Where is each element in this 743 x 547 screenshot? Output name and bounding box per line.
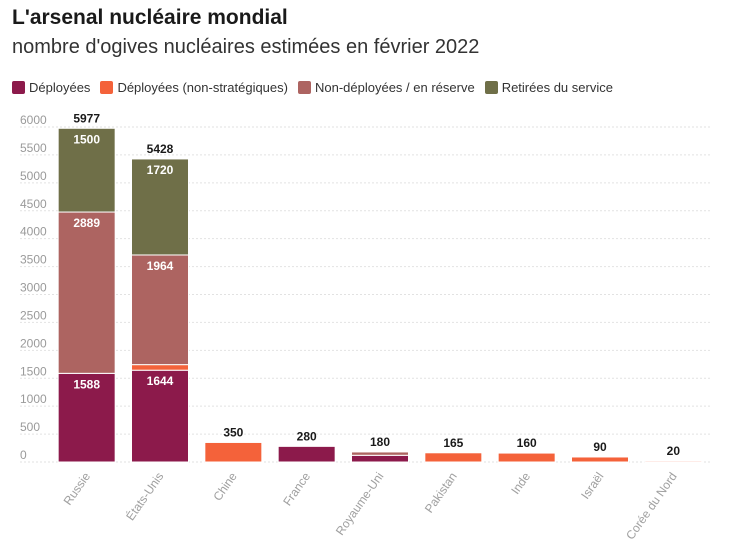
bar-segment	[204, 441, 263, 463]
legend-item-deployed-nonstrategic: Déployées (non-stratégiques)	[100, 80, 288, 95]
category-label: États-Unis	[122, 469, 166, 523]
y-tick-label: 3500	[20, 253, 47, 267]
y-tick-label: 6000	[20, 113, 47, 127]
category-label: Russie	[61, 469, 94, 507]
total-label: 160	[517, 436, 537, 450]
y-tick-label: 3000	[20, 281, 47, 295]
y-tick-label: 2500	[20, 308, 47, 322]
legend-label-deployed-nonstrategic: Déployées (non-stratégiques)	[117, 80, 288, 95]
legend-item-deployed: Déployées	[12, 80, 90, 95]
y-tick-label: 1500	[20, 364, 47, 378]
category-label: Corée du Nord	[623, 470, 680, 543]
y-tick-label: 5500	[20, 141, 47, 155]
legend-label-retired: Retirées du service	[501, 80, 613, 95]
legend-swatch-deployed	[12, 81, 25, 94]
segment-label: 1644	[147, 374, 174, 388]
segment-label: 1964	[147, 259, 174, 273]
y-tick-label: 4000	[20, 225, 47, 239]
category-label: Inde	[508, 469, 533, 496]
total-label: 350	[223, 425, 243, 439]
total-label: 5977	[73, 111, 100, 125]
y-tick-label: 2000	[20, 336, 47, 350]
total-label: 90	[593, 440, 607, 454]
bar-segment	[131, 158, 189, 256]
bar-segment	[131, 364, 189, 371]
segment-label: 1720	[147, 163, 174, 177]
chart-subtitle: nombre d'ogives nucléaires estimées en f…	[12, 36, 480, 58]
bar-segment	[571, 456, 629, 463]
total-label: 165	[443, 436, 463, 450]
y-tick-label: 500	[20, 420, 40, 434]
legend-label-reserve: Non-déployées / en réserve	[314, 80, 475, 95]
y-tick-label: 4500	[20, 197, 47, 211]
bar-segment	[57, 211, 116, 374]
segment-label: 2889	[73, 216, 100, 230]
category-label: Royaume-Uni	[333, 470, 387, 538]
y-tick-label: 1000	[20, 392, 47, 406]
legend-swatch-reserve	[297, 81, 311, 94]
total-label: 5428	[147, 142, 174, 156]
legend-swatch-deployed-nonstrategic	[100, 81, 114, 94]
total-label: 180	[370, 435, 390, 449]
y-tick-label: 5000	[20, 169, 47, 183]
total-label: 20	[667, 444, 681, 458]
legend: Déployées Déployées (non-stratégiques) N…	[12, 80, 613, 95]
bar-segment	[57, 127, 116, 213]
chart-title: L'arsenal nucléaire mondial	[12, 6, 288, 29]
category-label: Chine	[210, 469, 240, 503]
total-label: 280	[297, 429, 317, 443]
bar-segment	[351, 454, 409, 463]
segment-label: 1500	[73, 132, 100, 146]
bar-segment	[644, 460, 703, 463]
legend-swatch-retired	[484, 81, 498, 94]
y-tick-label: 0	[20, 448, 27, 462]
legend-label-deployed: Déployées	[29, 80, 91, 95]
bar-segment	[497, 452, 556, 463]
segment-label: 1588	[73, 377, 100, 391]
category-label: Israël	[578, 470, 606, 502]
bar-segment	[277, 445, 336, 463]
legend-item-retired: Retirées du service	[484, 80, 613, 95]
bar-segment	[424, 452, 483, 463]
legend-item-reserve: Non-déployées / en réserve	[297, 80, 475, 95]
category-label: Pakistan	[422, 470, 460, 516]
bar-segment	[57, 372, 116, 463]
bar-segment	[351, 451, 409, 456]
category-label: France	[280, 469, 313, 508]
